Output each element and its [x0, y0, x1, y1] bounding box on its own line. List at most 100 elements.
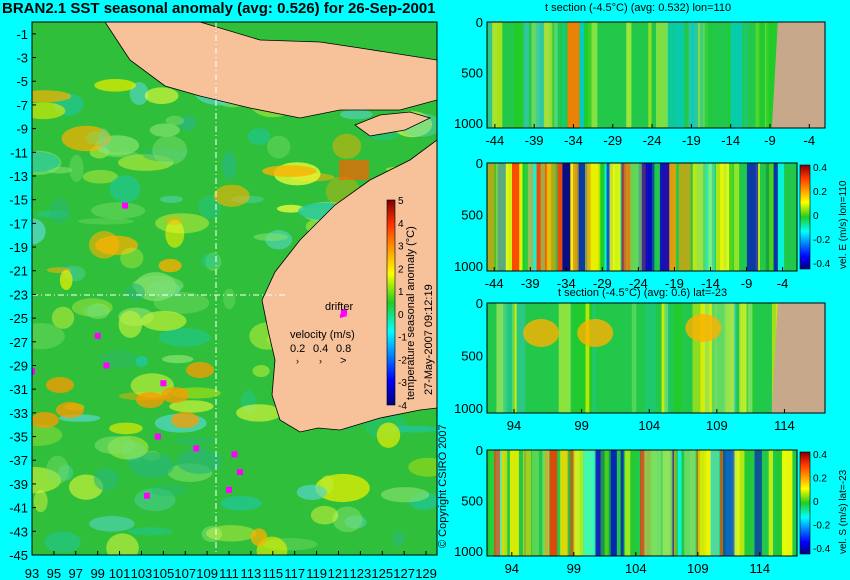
drifter-point	[193, 445, 200, 452]
map-xtick-label: 93	[25, 566, 39, 580]
section-stripe	[559, 450, 568, 556]
section-stripe	[595, 450, 605, 556]
map-ytick-label: -25	[9, 311, 28, 326]
sst-anomaly-blob	[94, 79, 137, 92]
sst-anomaly-blob	[44, 531, 81, 553]
warm-patch	[523, 319, 560, 347]
section-stripe	[630, 163, 642, 271]
velocity-arrow-2: ›	[319, 356, 322, 366]
section-stripe	[673, 303, 683, 413]
section-stripe	[600, 450, 610, 556]
sst-anomaly-blob	[267, 135, 291, 159]
section-stripe	[667, 303, 671, 413]
section-stripe	[543, 22, 549, 128]
section-xtick-label: -29	[593, 276, 612, 291]
map-ytick-label: -33	[9, 406, 28, 421]
sst-anomaly-blob	[149, 123, 180, 137]
velocity-colorbar-tick: 0	[813, 211, 819, 222]
map-frame	[31, 21, 438, 556]
warm-eddy	[136, 392, 164, 408]
velocity-colorbar-tick: -0.4	[813, 259, 831, 270]
sst-anomaly-blob	[253, 233, 288, 242]
sst-anomaly-blob	[151, 483, 189, 497]
sst-anomaly-blob	[95, 235, 139, 255]
section-stripe	[704, 303, 710, 413]
sst-anomaly-blob	[58, 464, 74, 481]
section-panel-1: 0 500 1000-44 -39 -34 -29 -24 -19 -14 -9 -4	[454, 15, 826, 148]
sst-anomaly-blob	[118, 310, 143, 338]
section-xtick-label: -39	[521, 276, 540, 291]
sst-anomaly-blob	[387, 425, 437, 433]
section-xtick-label: 99	[567, 561, 581, 576]
sst-anomaly-blob	[69, 154, 84, 182]
sst-anomaly-blob	[235, 404, 282, 422]
map-xtick-label: 101	[109, 566, 131, 580]
section-stripe	[545, 450, 549, 556]
section-xtick-label: 114	[774, 418, 795, 433]
drifter-legend-marker	[340, 314, 348, 318]
sst-anomaly-blob	[220, 496, 262, 511]
map-ytick-label: -43	[9, 524, 28, 539]
velocity-colorbar	[799, 164, 811, 270]
sst-anomaly-blob	[78, 218, 134, 225]
section-stripe	[709, 303, 717, 413]
section-frame	[486, 21, 826, 129]
section-xtick-label: -44	[485, 133, 504, 148]
section-ytick-label: 500	[461, 348, 483, 363]
section-stripe	[590, 163, 599, 271]
section-stripe	[514, 22, 524, 128]
section-stripe	[526, 163, 535, 271]
section-xtick-label: -4	[777, 276, 789, 291]
map-ytick-label: -39	[9, 477, 28, 492]
section-stripe	[710, 450, 720, 556]
section-xtick-label: 114	[749, 561, 770, 576]
section-ytick-label: 500	[461, 493, 483, 508]
section-stripe	[720, 163, 731, 271]
sst-anomaly-blob	[162, 355, 194, 364]
sst-anomaly-blob	[158, 328, 211, 347]
section-panel-4: 0 500 1000 94 99 104 109 114 0.4 0.2 0 -0.2 -0.4 vel.…	[454, 443, 849, 576]
map-colorbar-ticks: 5 4 3 2 1 0 -1 -2 -3 -4	[398, 196, 407, 412]
section-xtick-label: -14	[701, 276, 720, 291]
velocity-colorbar-tick: 0.2	[813, 474, 827, 485]
map-ytick-label: -45	[9, 548, 28, 563]
sst-anomaly-blob	[104, 151, 139, 158]
velocity-colorbar-tick: 0	[813, 497, 819, 508]
section-ytick-label: 500	[461, 65, 483, 80]
drifter-point	[94, 332, 101, 339]
sst-map	[32, 22, 437, 555]
jet-core	[557, 163, 563, 271]
map-ytick-label: -11	[10, 145, 28, 160]
section-stripe	[505, 163, 518, 271]
sst-anomaly-blob	[120, 247, 144, 269]
section-stripe	[662, 450, 673, 556]
map-colorbar-tick: 4	[398, 219, 404, 230]
sst-anomaly-blob	[61, 125, 111, 152]
sst-anomaly-blob	[262, 165, 317, 177]
map-xtick-label: 109	[196, 566, 218, 580]
section-xtick-label: -34	[557, 276, 576, 291]
sst-anomaly-blob	[106, 533, 139, 555]
section-stripe	[512, 163, 520, 271]
section-land	[771, 22, 825, 128]
velocity-colorbar-label: vel. E (m/s) lon=110	[838, 180, 849, 269]
map-xtick-label: 125	[371, 566, 393, 580]
section-stripe	[521, 22, 529, 128]
section-xtick-label: -9	[741, 276, 753, 291]
sst-anomaly-blob	[165, 115, 184, 126]
drifter-markers	[32, 202, 347, 499]
section-stripe	[582, 450, 595, 556]
section-xtick-label: -14	[721, 133, 740, 148]
section-xtick-label: -4	[803, 133, 815, 148]
section-stripe	[746, 163, 759, 271]
sst-anomaly-blob	[142, 147, 189, 162]
map-xtick-label: 117	[284, 566, 305, 580]
section-stripe	[644, 450, 653, 556]
section-land	[771, 303, 825, 413]
map-ytick-label: -23	[9, 287, 28, 302]
map-colorbar-tick: 5	[398, 196, 404, 207]
section-stripe	[503, 303, 515, 413]
sst-anomaly-blob	[32, 151, 60, 172]
section-stripe	[496, 303, 508, 413]
map-ytick-label: -9	[16, 122, 28, 137]
